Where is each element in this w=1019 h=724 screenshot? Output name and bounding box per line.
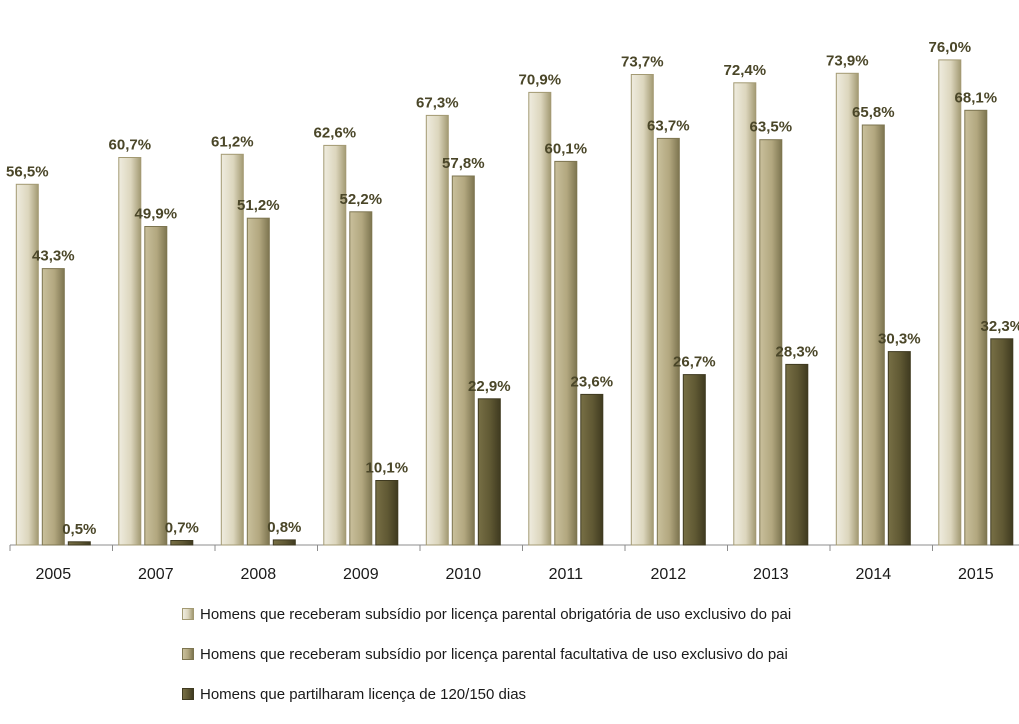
bar-series-1	[835, 72, 859, 546]
x-tick-label: 2013	[753, 566, 789, 583]
bar-series-3	[477, 398, 501, 546]
bar-series-3	[375, 480, 399, 546]
data-label: 49,9%	[135, 206, 178, 223]
bar-series-1	[118, 157, 142, 546]
legend: Homens que receberam subsídio por licenç…	[182, 604, 791, 724]
data-label: 32,3%	[981, 318, 1019, 335]
bar-series-2	[451, 175, 475, 546]
data-label: 60,1%	[545, 140, 588, 157]
legend-label: Homens que receberam subsídio por licenç…	[200, 605, 792, 623]
data-label: 28,3%	[776, 343, 819, 360]
data-label: 70,9%	[519, 71, 562, 88]
x-tick-label: 2015	[958, 566, 994, 583]
bar-series-3	[682, 374, 706, 546]
data-label: 61,2%	[211, 133, 254, 150]
x-tick-label: 2009	[343, 566, 379, 583]
x-tick-label: 2012	[651, 566, 687, 583]
data-label: 73,7%	[621, 54, 664, 71]
data-label: 56,5%	[6, 163, 49, 180]
data-label: 63,5%	[750, 119, 793, 136]
bar-series-1	[630, 74, 654, 546]
bar-series-3	[785, 363, 809, 546]
bar-series-2	[964, 109, 988, 546]
bar-series-3	[990, 338, 1014, 546]
data-label: 62,6%	[314, 124, 357, 141]
data-label: 43,3%	[32, 248, 75, 265]
data-label: 22,9%	[468, 378, 511, 395]
data-label: 68,1%	[955, 89, 998, 106]
bar-series-2	[349, 211, 373, 546]
data-label: 57,8%	[442, 155, 485, 172]
bar-series-2	[246, 217, 270, 546]
legend-swatch	[182, 648, 194, 660]
data-label: 60,7%	[109, 137, 152, 154]
legend-swatch	[182, 688, 194, 700]
data-label: 23,6%	[571, 373, 614, 390]
bar-series-1	[528, 91, 552, 546]
x-tick-label: 2005	[36, 566, 72, 583]
legend-label: Homens que receberam subsídio por licenç…	[200, 645, 788, 663]
x-tick-label: 2011	[549, 566, 584, 583]
chart: 56,5% 43,3% 0,5% 2005 60,7% 49,9% 0,7% 2007 61,2…	[6, 39, 1019, 703]
data-label: 67,3%	[416, 94, 459, 111]
bar-series-2	[144, 226, 168, 546]
data-label: 0,8%	[267, 519, 301, 536]
x-tick-label: 2008	[241, 566, 277, 583]
legend-swatch	[182, 608, 194, 620]
bar-series-1	[220, 153, 244, 546]
x-tick-label: 2014	[856, 566, 892, 583]
bar-series-3	[580, 393, 604, 546]
legend-item: Homens que partilharam licença de 120/15…	[182, 684, 791, 704]
bar-series-1	[733, 82, 757, 546]
data-label: 30,3%	[878, 331, 921, 348]
bar-series-3	[887, 351, 911, 546]
x-tick-label: 2010	[446, 566, 482, 583]
bar-series-3	[272, 539, 296, 546]
bar-chart: 56,5% 43,3% 0,5% 2005 60,7% 49,9% 0,7% 2007 61,2…	[6, 39, 1019, 583]
data-label: 76,0%	[929, 39, 972, 56]
data-label: 73,9%	[826, 52, 869, 69]
data-label: 10,1%	[366, 460, 409, 477]
bar-series-2	[861, 124, 885, 546]
bar-series-1	[323, 144, 347, 546]
data-label: 72,4%	[724, 62, 767, 79]
data-label: 0,7%	[165, 520, 199, 537]
data-label: 26,7%	[673, 354, 716, 371]
bar-series-1	[938, 59, 962, 546]
bar-series-2	[656, 137, 680, 546]
legend-label: Homens que partilharam licença de 120/15…	[200, 685, 527, 703]
bar-series-3	[170, 540, 194, 546]
data-label: 63,7%	[647, 117, 690, 134]
bar-series-2	[41, 268, 65, 546]
x-tick-label: 2007	[138, 566, 174, 583]
data-label: 65,8%	[852, 104, 895, 121]
data-label: 52,2%	[340, 191, 383, 208]
bar-series-3	[67, 541, 91, 546]
legend-item: Homens que receberam subsídio por licenç…	[182, 604, 791, 624]
bar-series-1	[425, 114, 449, 546]
bar-series-1	[15, 183, 39, 546]
legend-item: Homens que receberam subsídio por licenç…	[182, 644, 791, 664]
bar-series-2	[759, 139, 783, 546]
bar-series-2	[554, 160, 578, 546]
data-label: 0,5%	[62, 521, 96, 538]
data-label: 51,2%	[237, 197, 280, 214]
